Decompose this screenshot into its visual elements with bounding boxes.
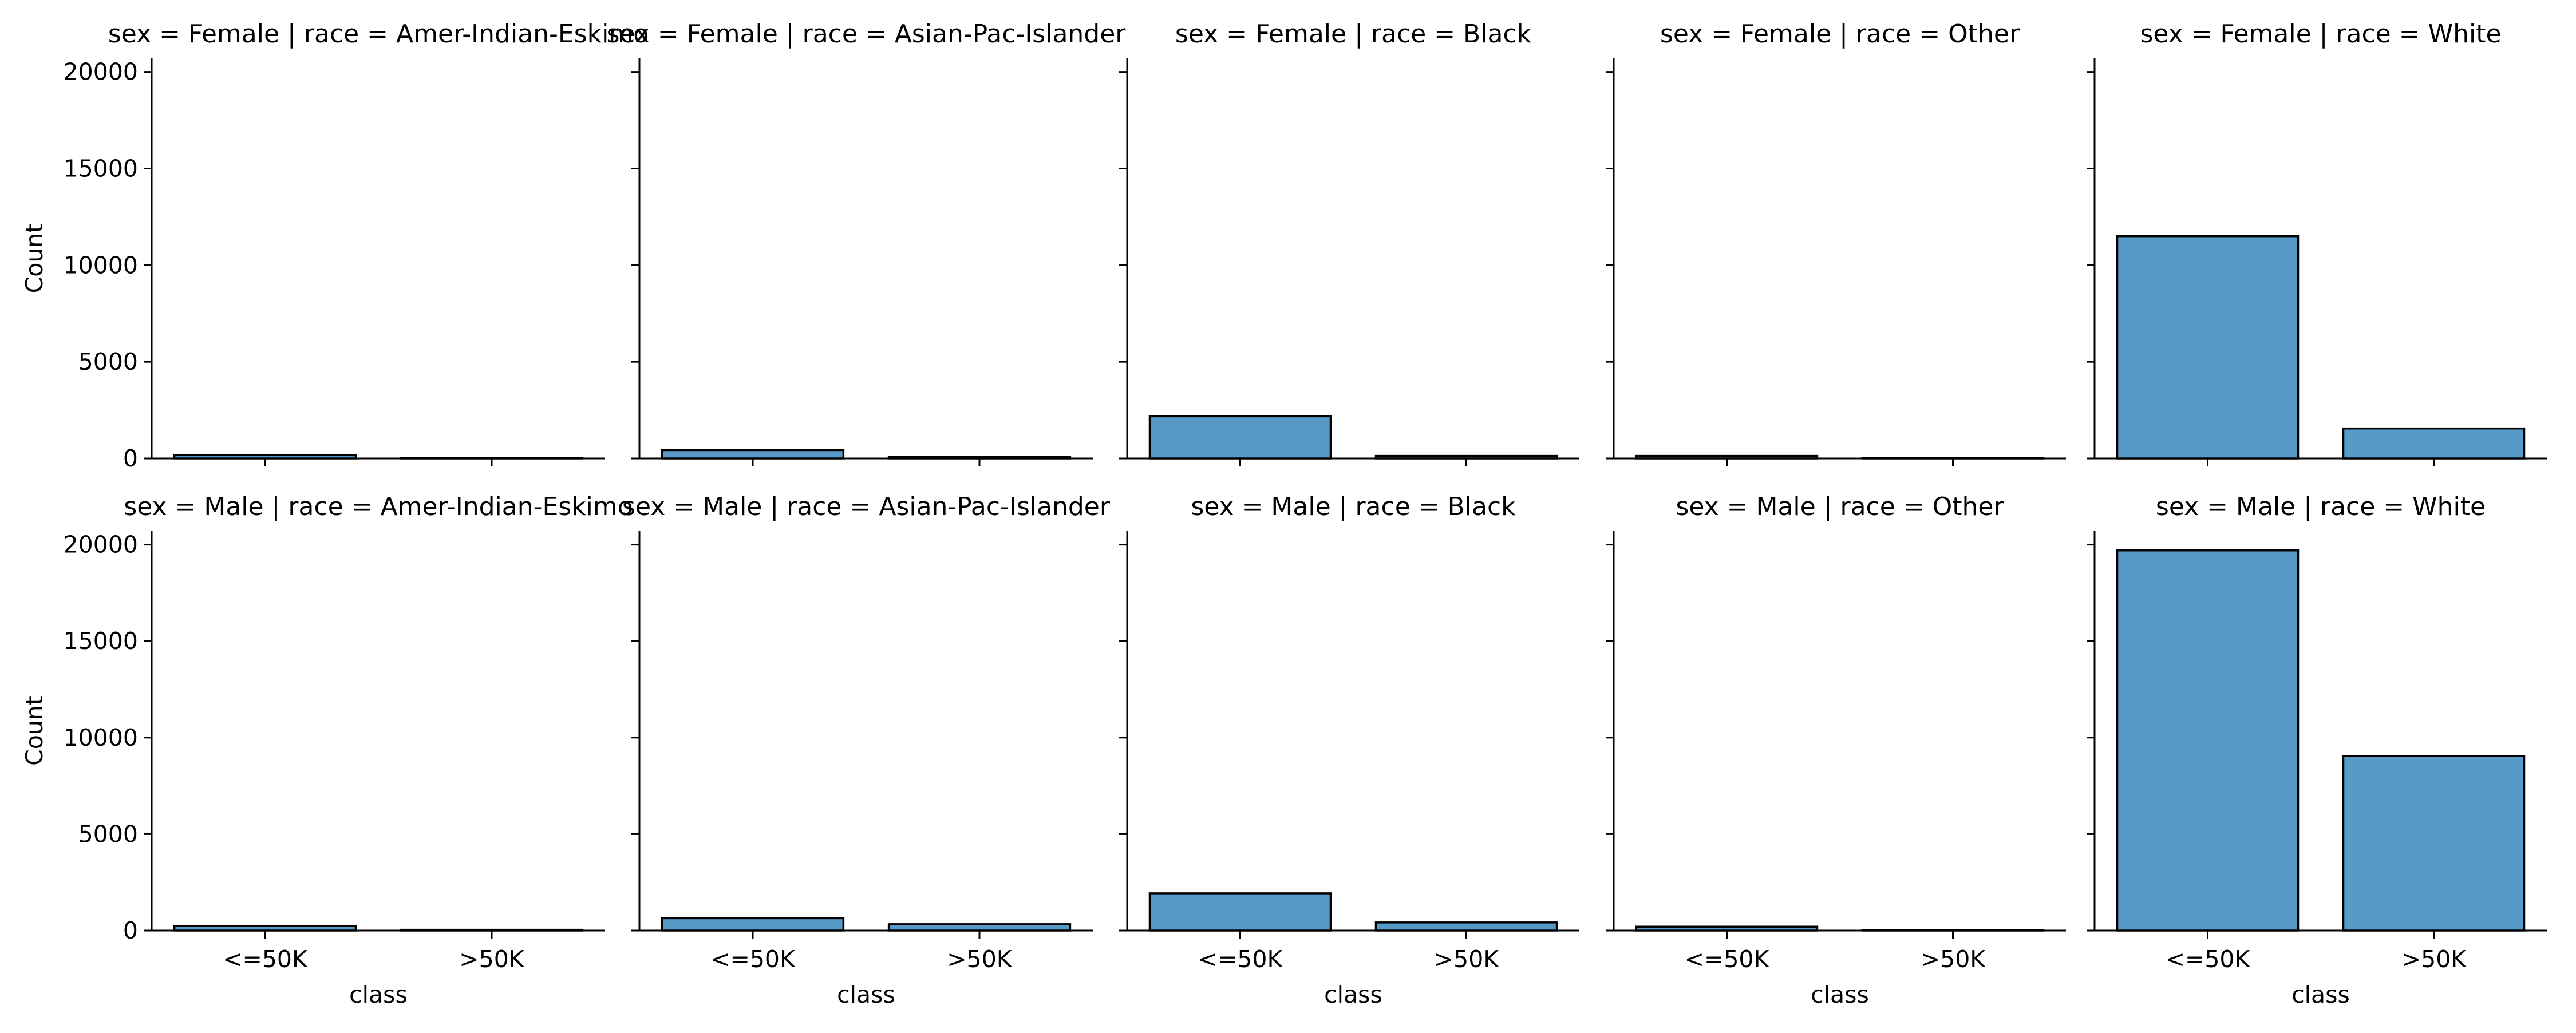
facet-title: sex = Male | race = Asian-Pac-Islander <box>622 492 1111 521</box>
facet-title: sex = Male | race = Amer-Indian-Eskimo <box>124 492 633 521</box>
bar <box>2342 755 2526 932</box>
facet-title: sex = Female | race = Other <box>1660 19 2020 49</box>
x-tick-label: >50K <box>947 945 1013 973</box>
facet-title: sex = Female | race = White <box>2140 19 2501 49</box>
x-tick-label: >50K <box>1434 945 1500 973</box>
x-tick-label: >50K <box>1921 945 1986 973</box>
bar <box>1148 415 1332 460</box>
x-tick-label: <=50K <box>1685 945 1770 973</box>
x-axis-label: class <box>1324 981 1382 1008</box>
x-axis-label: class <box>1811 981 1869 1008</box>
x-tick-label: >50K <box>459 945 525 973</box>
bar <box>1148 892 1332 932</box>
x-axis-label: class <box>837 981 895 1008</box>
x-tick-label: >50K <box>2401 945 2467 973</box>
facet-title: sex = Male | race = White <box>2156 492 2486 521</box>
y-tick-label: 0 <box>123 917 138 944</box>
facet-title: sex = Male | race = Other <box>1676 492 2004 521</box>
x-tick-label: <=50K <box>1198 945 1283 973</box>
bar <box>2116 549 2300 932</box>
x-tick-label: <=50K <box>2166 945 2251 973</box>
bar <box>1374 921 1558 932</box>
x-tick-label: <=50K <box>710 945 796 973</box>
bar <box>887 923 1072 932</box>
y-tick-label: 20000 <box>64 58 138 86</box>
y-tick-label: 15000 <box>64 627 138 655</box>
x-axis-label: class <box>2291 981 2350 1008</box>
facet-title: sex = Female | race = Amer-Indian-Eskimo <box>108 19 649 49</box>
bar <box>2116 235 2300 460</box>
y-tick-label: 15000 <box>64 155 138 182</box>
facet-title: sex = Female | race = Asian-Pac-Islander <box>607 19 1127 49</box>
facet-title: sex = Male | race = Black <box>1191 492 1516 521</box>
x-tick-label: <=50K <box>223 945 308 973</box>
y-tick-label: 5000 <box>78 348 138 375</box>
y-tick-label: 0 <box>123 445 138 472</box>
x-axis-label: class <box>349 981 408 1008</box>
bar <box>661 449 845 460</box>
y-tick-label: 5000 <box>78 820 138 848</box>
y-tick-label: 20000 <box>64 531 138 559</box>
facet-title: sex = Female | race = Black <box>1175 19 1532 49</box>
y-tick-label: 10000 <box>64 724 138 751</box>
y-axis-label: Count <box>21 696 48 766</box>
bar <box>2342 427 2526 460</box>
bar <box>661 917 845 932</box>
y-tick-label: 10000 <box>64 251 138 279</box>
y-axis-label: Count <box>21 224 48 294</box>
